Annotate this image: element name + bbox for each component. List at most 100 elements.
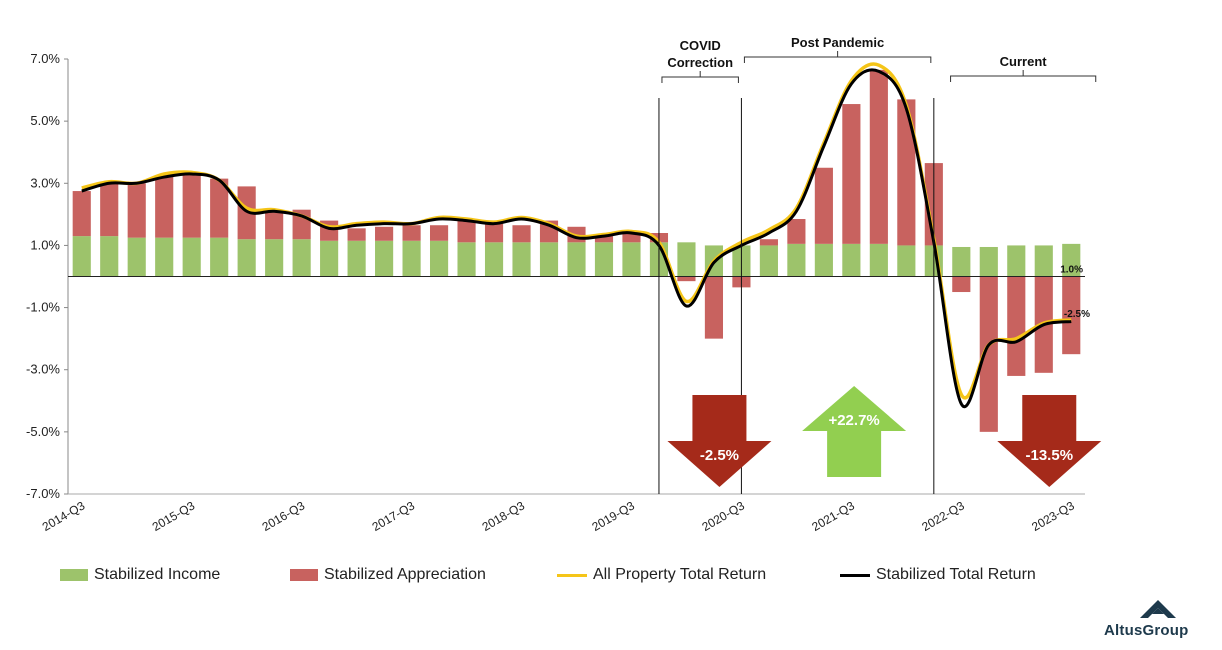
legend-label-all-property: All Property Total Return bbox=[593, 566, 767, 583]
x-tick-label: 2015-Q3 bbox=[150, 498, 198, 534]
period-label: Current bbox=[1000, 54, 1048, 69]
bar-appreciation-2020-Q1 bbox=[677, 276, 696, 282]
bar-appreciation-2015-Q4 bbox=[210, 178, 229, 238]
bar-income-2021-Q3 bbox=[842, 243, 861, 277]
bar-appreciation-2023-Q3 bbox=[1062, 276, 1081, 355]
period-label: Correction bbox=[667, 55, 733, 70]
bar-income-2015-Q1 bbox=[127, 237, 146, 277]
period-label: Post Pandemic bbox=[791, 35, 884, 50]
altus-mountain-icon bbox=[1140, 600, 1176, 618]
bar-appreciation-2016-Q2 bbox=[265, 211, 284, 240]
y-tick-label: -5.0% bbox=[26, 424, 60, 439]
x-tick-label: 2022-Q3 bbox=[919, 498, 967, 534]
bar-appreciation-2015-Q2 bbox=[155, 175, 174, 238]
bar-appreciation-2014-Q4 bbox=[100, 181, 119, 237]
bar-appreciation-2015-Q1 bbox=[127, 183, 146, 238]
arrow-label: +22.7% bbox=[828, 412, 879, 429]
bar-income-2021-Q1 bbox=[787, 243, 806, 277]
bar-appreciation-2020-Q4 bbox=[759, 239, 778, 246]
bar-appreciation-2019-Q3 bbox=[622, 233, 641, 243]
bar-appreciation-2015-Q3 bbox=[182, 173, 201, 238]
bar-income-2020-Q1 bbox=[677, 242, 696, 277]
y-tick-label: -1.0% bbox=[26, 300, 60, 315]
arrow-label: -13.5% bbox=[1026, 447, 1074, 464]
bar-income-2021-Q2 bbox=[814, 243, 833, 277]
bar-income-2023-Q2 bbox=[1034, 245, 1053, 277]
bar-appreciation-2022-Q1 bbox=[897, 99, 916, 246]
bar-income-2016-Q4 bbox=[320, 240, 339, 277]
bar-appreciation-2021-Q1 bbox=[787, 219, 806, 244]
legend-swatch-stabilized-total bbox=[840, 573, 870, 577]
legend-swatch-appreciation bbox=[290, 569, 318, 581]
arrow-down-icon bbox=[667, 395, 772, 487]
bar-income-2018-Q1 bbox=[457, 242, 476, 277]
x-tick-label: 2019-Q3 bbox=[590, 498, 638, 534]
bar-income-2017-Q2 bbox=[375, 240, 394, 277]
bar-income-2016-Q1 bbox=[237, 239, 256, 277]
annotations-layer: 1.0% -2.5% COVID Correction Post Pandemic Cur… bbox=[658, 35, 1102, 494]
bar-appreciation-2018-Q3 bbox=[512, 225, 531, 243]
bar-appreciation-2021-Q3 bbox=[842, 104, 861, 244]
legend-label-income: Stabilized Income bbox=[94, 566, 221, 583]
axes-layer: 7.0% 5.0% 3.0% 1.0% -1.0% -3.0% -5.0% -7.0%2014… bbox=[26, 51, 1085, 534]
bar-appreciation-2019-Q2 bbox=[594, 236, 614, 243]
bar-income-2019-Q2 bbox=[594, 242, 614, 277]
bar-income-2022-Q3 bbox=[952, 246, 971, 277]
bar-income-2015-Q2 bbox=[155, 237, 174, 277]
bar-income-2016-Q3 bbox=[292, 239, 311, 277]
bar-income-2019-Q1 bbox=[567, 242, 586, 277]
y-tick-label: 7.0% bbox=[30, 51, 60, 66]
bar-income-2018-Q2 bbox=[484, 242, 504, 277]
lines-layer bbox=[81, 62, 1072, 409]
bar-income-2020-Q4 bbox=[759, 245, 778, 277]
bar-income-2016-Q2 bbox=[265, 239, 284, 277]
bars-layer bbox=[72, 69, 1081, 432]
bar-appreciation-2022-Q4 bbox=[979, 276, 998, 432]
bar-appreciation-2014-Q3 bbox=[72, 191, 91, 237]
bar-appreciation-2017-Q4 bbox=[429, 225, 449, 241]
legend-item-stabilized-income: Stabilized Income bbox=[60, 566, 220, 584]
y-tick-label: 1.0% bbox=[30, 237, 60, 252]
period-bracket bbox=[661, 71, 739, 83]
y-tick-label: 3.0% bbox=[30, 175, 60, 190]
bar-income-2017-Q3 bbox=[402, 240, 421, 277]
brand-name: AltusGroup bbox=[1104, 622, 1189, 639]
bar-income-2022-Q4 bbox=[979, 246, 998, 277]
line-stabilized-total-return bbox=[81, 68, 1072, 409]
bar-appreciation-2017-Q1 bbox=[347, 228, 366, 241]
y-tick-label: 5.0% bbox=[30, 113, 60, 128]
legend-item-stabilized-appreciation: Stabilized Appreciation bbox=[290, 566, 486, 584]
y-tick-label: -3.0% bbox=[26, 362, 60, 377]
bar-appreciation-2018-Q2 bbox=[484, 223, 504, 243]
bar-appreciation-2018-Q1 bbox=[457, 220, 476, 243]
x-tick-label: 2023-Q3 bbox=[1029, 498, 1077, 534]
arrow-down-icon bbox=[997, 395, 1102, 487]
bar-appreciation-2023-Q1 bbox=[1007, 276, 1026, 376]
bar-income-2018-Q3 bbox=[512, 242, 531, 277]
end-label-income: 1.0% bbox=[1060, 265, 1083, 276]
bar-income-2014-Q4 bbox=[100, 236, 119, 277]
end-label-appreciation: -2.5% bbox=[1064, 309, 1090, 320]
y-tick-label: -7.0% bbox=[26, 486, 60, 501]
bar-income-2023-Q1 bbox=[1007, 245, 1026, 277]
bar-income-2018-Q4 bbox=[539, 242, 559, 277]
altus-group-logo: AltusGroup bbox=[1104, 596, 1216, 644]
bar-appreciation-2017-Q2 bbox=[375, 226, 394, 241]
x-tick-label: 2021-Q3 bbox=[809, 498, 857, 534]
legend-swatch-income bbox=[60, 569, 88, 581]
legend-label-appreciation: Stabilized Appreciation bbox=[324, 566, 486, 583]
arrow-label: -2.5% bbox=[700, 447, 739, 464]
bar-income-2019-Q3 bbox=[622, 242, 641, 277]
bar-appreciation-2022-Q3 bbox=[952, 276, 971, 293]
x-tick-label: 2018-Q3 bbox=[480, 498, 528, 534]
bar-income-2021-Q4 bbox=[869, 243, 888, 277]
bar-income-2017-Q4 bbox=[429, 240, 449, 277]
legend: Stabilized Income Stabilized Appreciatio… bbox=[60, 566, 1080, 590]
bar-income-2014-Q3 bbox=[72, 236, 91, 277]
arrow-up-icon bbox=[802, 386, 907, 477]
bar-income-2015-Q4 bbox=[210, 237, 229, 277]
x-tick-label: 2016-Q3 bbox=[260, 498, 308, 534]
bar-appreciation-2017-Q3 bbox=[402, 225, 421, 241]
bar-appreciation-2021-Q2 bbox=[814, 167, 833, 244]
legend-swatch-all-property bbox=[557, 573, 587, 577]
